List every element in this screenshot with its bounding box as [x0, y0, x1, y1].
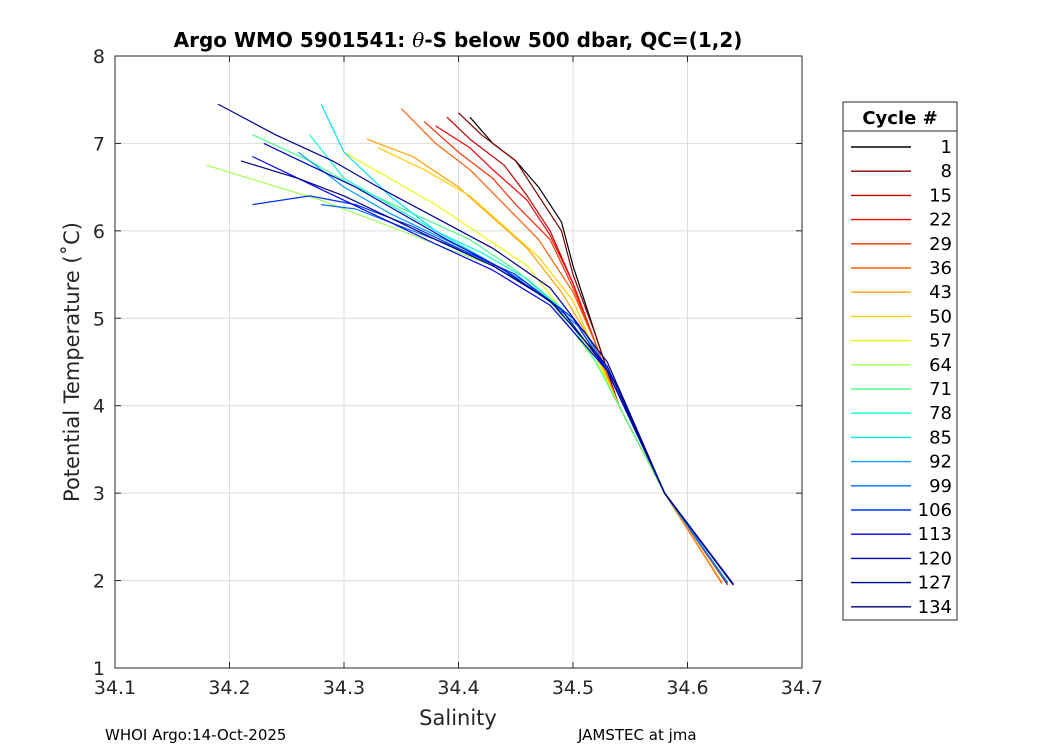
x-tick-label: 34.6 — [666, 677, 708, 699]
x-tick-label: 34.2 — [208, 677, 250, 699]
gridlines — [114, 55, 803, 669]
legend-label: 92 — [929, 452, 952, 473]
legend-label: 22 — [929, 210, 952, 231]
legend-label: 1 — [941, 137, 952, 158]
y-axis-label: Potential Temperature (˚C) — [60, 222, 84, 502]
series-line-cycle-57 — [343, 151, 729, 584]
legend-label: 127 — [918, 573, 952, 594]
legend-label: 99 — [929, 476, 952, 497]
legend-label: 106 — [918, 500, 952, 521]
series-line-cycle-85 — [320, 103, 729, 583]
legend-label: 64 — [929, 355, 952, 376]
series-line-cycle-134 — [240, 160, 734, 586]
series-line-cycle-36 — [400, 108, 723, 583]
y-tick-label: 4 — [93, 396, 105, 418]
series-line-cycle-64 — [206, 164, 729, 584]
series-line-cycle-99 — [321, 204, 729, 584]
legend-label: 15 — [929, 185, 952, 206]
legend-items: 1 8 15 22 29 36 43 50 57 64 71 78 85 92 99 106 113 120 127… — [851, 137, 952, 618]
axis-ticks: 34.1 34.2 34.3 34.4 34.5 34.6 34.7 1 2 3 4 5 6 7 8 — [93, 46, 823, 699]
series-line-cycle-1 — [469, 116, 734, 586]
series-line-cycle-113 — [252, 155, 734, 585]
legend-label: 113 — [918, 524, 952, 545]
series-line-cycle-120 — [263, 142, 734, 585]
series-line-cycle-50 — [378, 147, 729, 584]
y-tick-label: 8 — [93, 46, 105, 68]
legend-label: 57 — [929, 331, 952, 352]
legend-label: 50 — [929, 306, 952, 327]
legend-label: 120 — [918, 548, 952, 569]
x-tick-label: 34.5 — [552, 677, 594, 699]
x-axis-label: Salinity — [419, 706, 497, 730]
y-tick-label: 5 — [93, 308, 105, 330]
y-tick-label: 3 — [93, 483, 105, 505]
x-tick-label: 34.3 — [323, 677, 365, 699]
series-lines — [206, 103, 734, 586]
legend-label: 78 — [929, 403, 952, 424]
y-tick-label: 7 — [93, 133, 105, 155]
legend: Cycle # 18152229364350576471788592991061… — [842, 101, 958, 621]
x-tick-label: 34.4 — [437, 677, 479, 699]
footer-credit: JAMSTEC at jma — [578, 726, 697, 744]
y-tick-label: 6 — [93, 221, 105, 243]
series-line-cycle-106 — [252, 195, 734, 585]
chart-title: Argo WMO 5901541: θ-S below 500 dbar, QC… — [174, 28, 743, 52]
x-tick-label: 34.7 — [781, 677, 823, 699]
series-line-cycle-71 — [252, 134, 729, 584]
legend-label: 29 — [929, 234, 952, 255]
y-tick-label: 2 — [93, 571, 105, 593]
y-tick-label: 1 — [93, 658, 105, 680]
series-line-cycle-127 — [217, 103, 734, 586]
legend-label: 43 — [929, 282, 952, 303]
x-tick-label: 34.1 — [94, 677, 136, 699]
legend-label: 8 — [941, 161, 952, 182]
legend-label: 71 — [929, 379, 952, 400]
series-line-cycle-78 — [309, 134, 729, 584]
legend-label: 134 — [918, 597, 952, 618]
legend-label: 36 — [929, 258, 952, 279]
legend-title: Cycle # — [862, 108, 937, 129]
footer-source: WHOI Argo:14-Oct-2025 — [105, 726, 287, 744]
legend-label: 85 — [929, 427, 952, 448]
